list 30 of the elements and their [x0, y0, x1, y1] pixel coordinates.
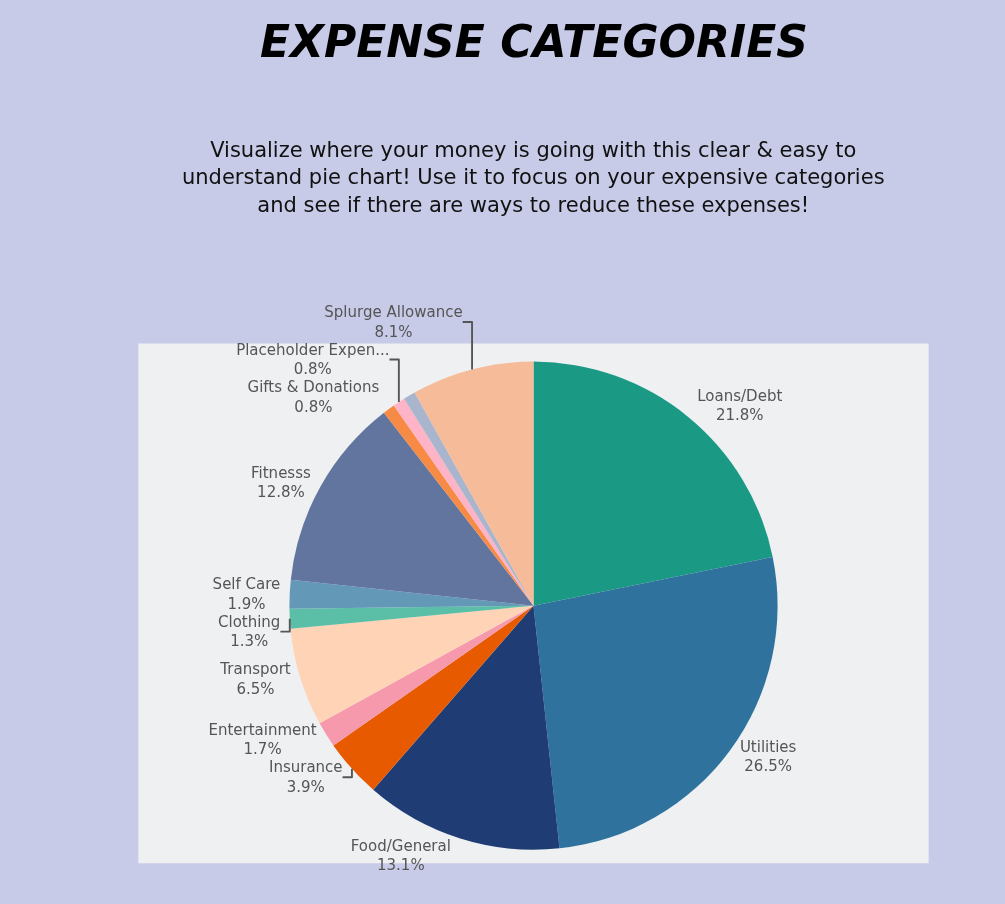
slice-label: Transport — [219, 660, 291, 679]
slice-label: Food/General — [350, 836, 451, 855]
pie-slice — [414, 361, 534, 606]
slice-label: Gifts & Donations — [247, 378, 380, 397]
data-label: 12.8% — [257, 483, 305, 502]
data-label: 13.1% — [376, 856, 425, 875]
pie-slice — [290, 605, 534, 724]
data-label: 1.9% — [227, 594, 266, 613]
slice-label: Insurance — [268, 758, 343, 777]
data-label: 26.5% — [744, 757, 792, 776]
pie-slice — [289, 579, 534, 609]
data-label: 1.3% — [230, 632, 269, 651]
slice-label: Placeholder Expen... — [236, 340, 390, 359]
data-label: 0.8% — [293, 360, 332, 379]
slice-label: Splurge Allowance — [324, 303, 463, 322]
slice-label: Utilities — [739, 737, 797, 756]
chart-subtitle: Visualize where your money is going with this clear & easy to understand pie chart! Use it to focus on your expensive categories and see if there are ways to reduce these expenses! — [182, 138, 885, 217]
chart-title: EXPENSE CATEGORIES — [260, 16, 808, 67]
data-label: 3.9% — [286, 777, 325, 796]
pie-slice — [319, 605, 534, 746]
data-label: 8.1% — [374, 322, 413, 341]
data-label: 1.7% — [243, 740, 282, 759]
slice-label: Clothing — [217, 612, 281, 631]
slice-label: Loans/Debt — [697, 386, 783, 405]
data-label: 21.8% — [715, 406, 764, 425]
data-label: 6.5% — [236, 679, 275, 698]
slice-label: Fitnesss — [251, 463, 311, 482]
data-label: 0.8% — [294, 397, 333, 416]
slice-label: Entertainment — [208, 720, 317, 739]
slice-label: Self Care — [212, 575, 281, 594]
